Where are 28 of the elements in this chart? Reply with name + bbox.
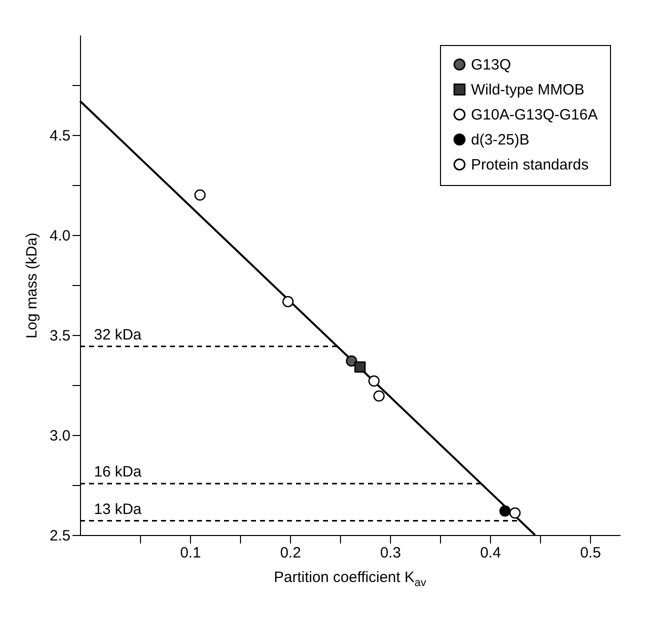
y-tick-label: 3.5 (50, 328, 70, 344)
ref-line-label: 16 kDa (94, 464, 142, 481)
legend-label: Protein standards (471, 156, 589, 174)
point (282, 296, 294, 308)
y-tick-label: 4.5 (50, 128, 70, 144)
y-tick-label: 4.0 (50, 228, 70, 244)
x-tick-label: 0.3 (380, 544, 401, 562)
x-axis-title: Partition coefficient K$_{av}$ (272, 569, 428, 589)
y-tick-label: 2.5 (50, 528, 70, 544)
point (509, 507, 521, 519)
y-tick-label: 3.0 (50, 428, 70, 444)
ref-line-label: 13 kDa (94, 500, 142, 518)
x-tick-label: 0.2 (280, 544, 301, 562)
point (368, 375, 380, 387)
x-tick-label: 0.4 (480, 544, 501, 562)
point (194, 189, 206, 201)
legend-label: G13Q (471, 56, 512, 74)
ref-line-label: 32 kDa (94, 326, 142, 344)
legend-label: d(3-25)B (471, 132, 530, 148)
x-tick-label: 0.1 (180, 544, 201, 562)
point (373, 390, 385, 402)
point (499, 505, 511, 517)
legend-label: G10A-G13Q-G16A (471, 106, 598, 124)
y-axis-title: Log mass (kDa) (24, 232, 41, 338)
x-tick-label: 0.5 (580, 544, 601, 562)
point (346, 355, 358, 367)
point (354, 361, 366, 373)
legend-label: Wild-type MMOB (471, 82, 584, 98)
